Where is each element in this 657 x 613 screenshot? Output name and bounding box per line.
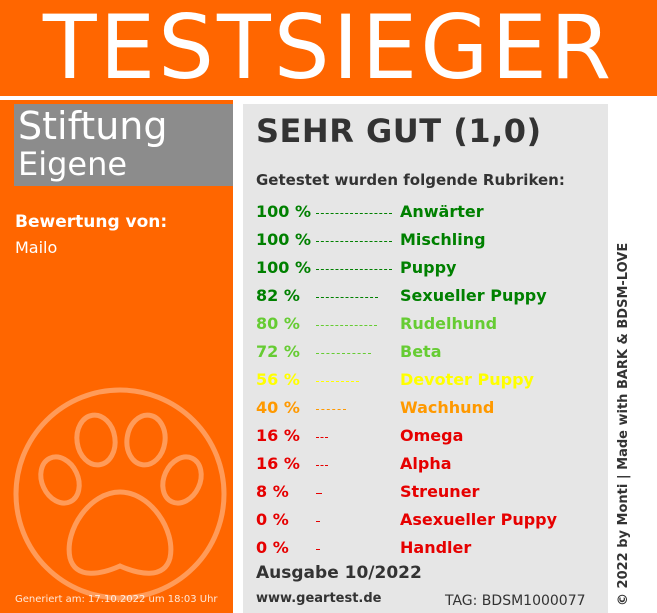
category-bar [316, 437, 328, 438]
organization-box: Stiftung Eigene [14, 104, 233, 186]
category-row: 16 % Omega [256, 422, 606, 450]
rated-by-label: Bewertung von: [15, 212, 168, 232]
category-bar [316, 213, 392, 214]
category-row: 16 % Alpha [256, 450, 606, 478]
category-row: 100 % Mischling [256, 226, 606, 254]
category-row: 40 % Wachhund [256, 394, 606, 422]
category-bar [316, 549, 320, 550]
category-percent: 40 % [256, 398, 300, 417]
category-row: 0 % Asexueller Puppy [256, 506, 606, 534]
category-row: 8 % Streuner [256, 478, 606, 506]
paw-print-icon [13, 387, 227, 601]
category-percent: 100 % [256, 230, 311, 249]
category-row: 0 % Handler [256, 534, 606, 562]
category-bar [316, 493, 322, 494]
category-label: Beta [400, 342, 442, 361]
category-bar [316, 269, 392, 270]
category-bar [316, 241, 392, 242]
category-label: Mischling [400, 230, 486, 249]
category-percent: 56 % [256, 370, 300, 389]
credit-text: © 2022 by Monti | Made with BARK & BDSM-… [616, 242, 631, 606]
category-label: Anwärter [400, 202, 484, 221]
category-label: Devoter Puppy [400, 370, 534, 389]
category-percent: 16 % [256, 454, 300, 473]
category-label: Wachhund [400, 398, 495, 417]
category-bar [316, 521, 320, 522]
category-label: Asexueller Puppy [400, 510, 558, 529]
category-row: 100 % Puppy [256, 254, 606, 282]
category-label: Rudelhund [400, 314, 498, 333]
tag-id: TAG: BDSM1000077 [445, 593, 586, 609]
categories-heading: Getestet wurden folgende Rubriken: [256, 171, 565, 189]
category-bar [316, 465, 328, 466]
category-row: 80 % Rudelhund [256, 310, 606, 338]
category-bar [316, 325, 377, 326]
category-percent: 82 % [256, 286, 300, 305]
results-panel [243, 104, 608, 613]
category-bar [316, 353, 371, 354]
category-percent: 100 % [256, 258, 311, 277]
category-row: 72 % Beta [256, 338, 606, 366]
category-row: 56 % Devoter Puppy [256, 366, 606, 394]
category-percent: 80 % [256, 314, 300, 333]
website-link[interactable]: www.geartest.de [256, 591, 382, 606]
issue-label: Ausgabe 10/2022 [256, 563, 422, 583]
category-row: 82 % Sexueller Puppy [256, 282, 606, 310]
organization-line2: Eigene [18, 145, 128, 183]
category-percent: 0 % [256, 510, 289, 529]
category-bar [316, 381, 359, 382]
category-label: Puppy [400, 258, 457, 277]
category-percent: 8 % [256, 482, 289, 501]
category-label: Sexueller Puppy [400, 286, 547, 305]
category-row: 100 % Anwärter [256, 198, 606, 226]
category-bar [316, 409, 346, 410]
rated-by-name: Mailo [15, 238, 58, 257]
category-label: Omega [400, 426, 464, 445]
category-bar [316, 297, 378, 298]
organization-line1: Stiftung [18, 104, 168, 148]
category-label: Streuner [400, 482, 480, 501]
category-percent: 0 % [256, 538, 289, 557]
category-label: Alpha [400, 454, 452, 473]
category-percent: 72 % [256, 342, 300, 361]
category-percent: 100 % [256, 202, 311, 221]
testsieger-banner: TESTSIEGER [0, 0, 657, 96]
grade-heading: SEHR GUT (1,0) [256, 112, 542, 150]
category-list: 100 % Anwärter 100 % Mischling 100 % Puppy 82 … [256, 198, 606, 562]
generated-timestamp: Generiert am: 17.10.2022 um 18:03 Uhr [15, 594, 218, 605]
category-percent: 16 % [256, 426, 300, 445]
category-label: Handler [400, 538, 472, 557]
